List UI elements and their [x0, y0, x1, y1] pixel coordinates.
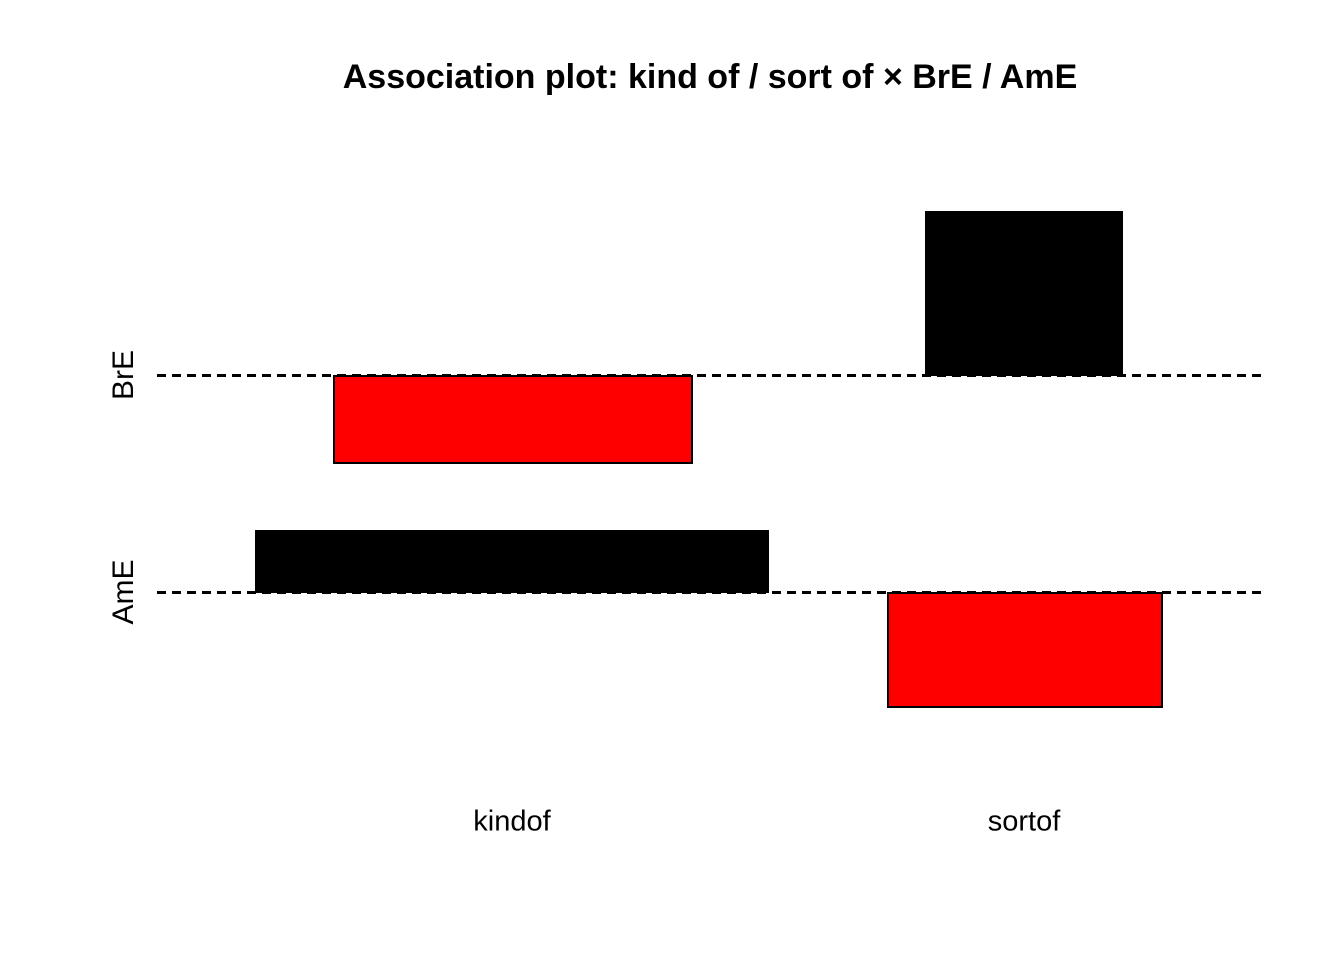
bar-ame-kindof-positive	[255, 530, 769, 593]
x-axis-label-kindof: kindof	[473, 805, 551, 838]
bar-bre-kindof-negative	[333, 375, 693, 464]
bre-dashed-baseline	[157, 374, 1263, 377]
y-axis-label-bre: BrE	[107, 349, 140, 401]
x-axis-label-sortof: sortof	[987, 805, 1061, 838]
plot-title: Association plot: kind of / sort of × Br…	[342, 58, 1078, 96]
bar-ame-sortof-negative	[887, 592, 1163, 708]
bar-bre-sortof-positive	[925, 211, 1123, 376]
y-axis-label-ame: AmE	[107, 559, 140, 625]
